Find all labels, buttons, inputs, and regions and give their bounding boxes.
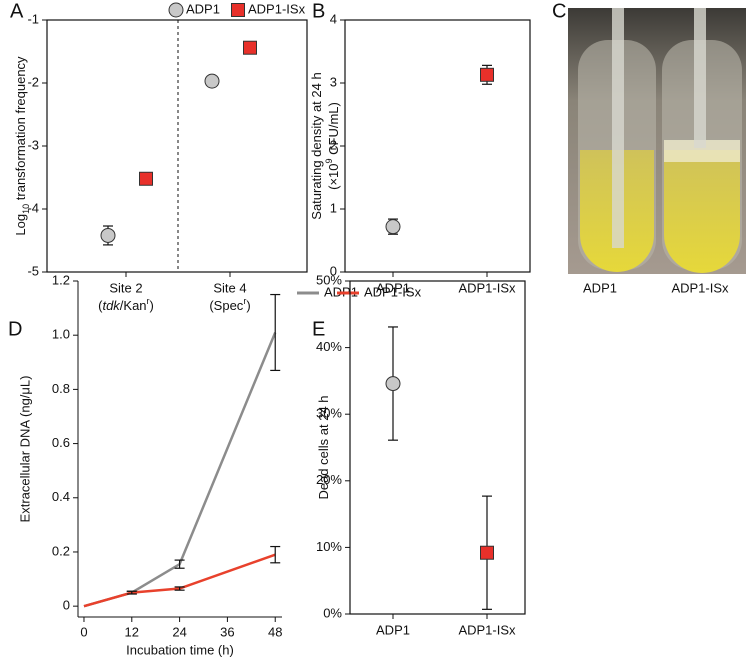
- legend-marker: [168, 2, 184, 18]
- panel-letter: E: [312, 318, 325, 340]
- marker: [480, 545, 494, 560]
- plot-frame: [344, 19, 531, 273]
- x-tick-label: 36: [220, 624, 234, 639]
- rich-text: (×109 CFU/mL): [324, 102, 341, 190]
- photo: [568, 8, 746, 274]
- y-tick-label: 4: [330, 11, 337, 26]
- x-tick-label: 24: [172, 624, 186, 639]
- x-tick-label: ADP1-ISx: [458, 280, 516, 295]
- marker: [204, 73, 220, 89]
- error-bar: [126, 590, 137, 595]
- y-tick-label: 0: [63, 598, 70, 613]
- y-tick-label: 0.6: [52, 435, 70, 450]
- y-tick-label: -1: [27, 11, 39, 26]
- y-tick-label: 50%: [316, 272, 342, 287]
- y-tick-label: 10%: [316, 539, 342, 554]
- y-tick-label: 1: [330, 200, 337, 215]
- y-tick-label: 2: [330, 137, 337, 152]
- marker: [100, 227, 116, 243]
- error-bar: [270, 293, 281, 372]
- y-tick-label: 0.2: [52, 543, 70, 558]
- line: [83, 553, 276, 608]
- text-part: ): [150, 298, 154, 313]
- y-tick-label: 1.0: [52, 327, 70, 342]
- x-tick-label: 48: [268, 624, 282, 639]
- y-tick-label: 30%: [316, 406, 342, 421]
- y-tick-label: -2: [27, 74, 39, 89]
- x-axis-label: Incubation time (h): [126, 642, 234, 657]
- rich-text: Dead cells at 24 h: [316, 395, 331, 499]
- y-tick-label: 0.8: [52, 381, 70, 396]
- marker: [139, 171, 153, 186]
- error-bar: [270, 545, 281, 564]
- x-tick-label: ADP1-ISx: [458, 622, 516, 637]
- plot-frame: [46, 19, 308, 273]
- y-tick-label: -4: [27, 200, 39, 215]
- y-tick-label: 0%: [323, 605, 342, 620]
- text-part: Dead cells at 24 h: [316, 395, 331, 499]
- pipette: [694, 8, 706, 148]
- panel-letter: C: [552, 0, 566, 22]
- y-tick-label: 3: [330, 74, 337, 89]
- x-tick-label: ADP1: [376, 622, 410, 637]
- plot-frame: [349, 280, 526, 615]
- text-part: 9: [324, 158, 334, 163]
- panel-letter: D: [8, 318, 22, 340]
- pipette: [612, 8, 624, 248]
- y-tick-label: 1.2: [52, 272, 70, 287]
- x-tick-label: ADP1: [376, 280, 410, 295]
- y-tick-label: 20%: [316, 472, 342, 487]
- rich-text: (tdk/Kanr): [98, 296, 154, 313]
- text-part: r: [243, 296, 246, 306]
- text-part: Log: [13, 214, 28, 236]
- culture: [664, 150, 740, 273]
- text-part: CFU/mL): [326, 102, 341, 158]
- text-part: tdk: [102, 298, 121, 313]
- x-tick-label: 0: [80, 624, 87, 639]
- y-axis-label: Extracellular DNA (ng/μL): [17, 376, 32, 523]
- panel-letter: B: [312, 0, 325, 22]
- marker: [243, 40, 257, 55]
- y-tick-label: -3: [27, 137, 39, 152]
- text-part: Saturating density at 24 h: [309, 72, 324, 219]
- marker: [480, 67, 494, 82]
- text-part: (: [98, 298, 103, 313]
- text-part: /Kan: [120, 298, 147, 313]
- marker: [385, 376, 401, 392]
- image-label: ADP1: [583, 280, 617, 295]
- text-part: (×10: [326, 163, 341, 189]
- rich-text: (Specr): [209, 296, 250, 313]
- text-part: transformation frequency: [13, 56, 28, 204]
- error-bar: [174, 559, 185, 569]
- text-part: r: [147, 296, 150, 306]
- error-bar: [174, 586, 185, 591]
- y-tick-label: -5: [27, 263, 39, 278]
- legend-marker: [231, 3, 245, 17]
- legend-label: ADP1: [186, 1, 220, 16]
- x-tick-label: 12: [125, 624, 139, 639]
- x-tick-label: Site 4: [213, 280, 246, 295]
- image-label: ADP1-ISx: [671, 280, 729, 295]
- text-part: 10: [21, 204, 31, 214]
- rich-text: Log10 transformation frequency: [13, 56, 31, 236]
- foam: [664, 140, 740, 162]
- rich-text: Saturating density at 24 h: [309, 72, 324, 219]
- text-part: ): [246, 298, 250, 313]
- y-tick-label: 40%: [316, 339, 342, 354]
- marker: [385, 219, 401, 235]
- y-tick-label: 0: [330, 263, 337, 278]
- y-tick-label: 0.4: [52, 489, 70, 504]
- text-part: (Spec: [209, 298, 243, 313]
- x-tick-label: Site 2: [109, 280, 142, 295]
- legend-label: ADP1-ISx: [364, 284, 422, 299]
- legend-label: ADP1-ISx: [248, 1, 306, 16]
- panel-letter: A: [10, 0, 24, 22]
